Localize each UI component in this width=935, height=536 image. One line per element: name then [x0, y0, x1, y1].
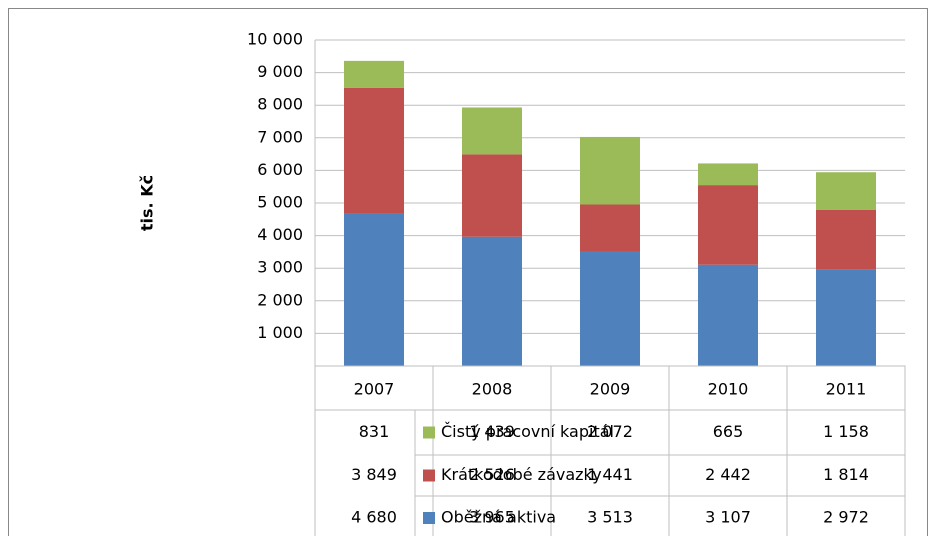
- y-tick-label: 9 000: [257, 62, 303, 81]
- legend-swatch: [423, 469, 435, 482]
- bar-segment: [462, 236, 522, 366]
- y-tick-label: 5 000: [257, 193, 303, 212]
- x-tick-label: 2008: [472, 380, 513, 399]
- table-value: 1 441: [587, 465, 633, 484]
- y-tick-label: 2 000: [257, 290, 303, 309]
- bar-segment: [816, 209, 876, 270]
- bar-segment: [462, 154, 522, 237]
- bar-segment: [698, 264, 758, 366]
- table-value: 2 526: [469, 465, 515, 484]
- table-value: 1 814: [823, 465, 869, 484]
- table-value: 3 849: [351, 465, 397, 484]
- x-tick-label: 2009: [590, 380, 631, 399]
- legend-swatch: [423, 426, 435, 439]
- y-axis-label: tis. Kč: [138, 175, 157, 231]
- table-value: 3 513: [587, 508, 633, 527]
- table-value: 2 072: [587, 422, 633, 441]
- y-tick-label: 8 000: [257, 95, 303, 114]
- legend-label: Oběžná aktiva: [441, 508, 556, 527]
- bar-segment: [816, 172, 876, 210]
- table-value: 2 442: [705, 465, 751, 484]
- table-value: 4 680: [351, 508, 397, 527]
- y-tick-label: 10 000: [247, 30, 303, 49]
- bar-segment: [816, 269, 876, 366]
- bar-segment: [580, 251, 640, 366]
- x-tick-label: 2007: [354, 380, 395, 399]
- y-tick-label: 1 000: [257, 323, 303, 342]
- bar-segment: [462, 107, 522, 155]
- table-value: 1 439: [469, 422, 515, 441]
- x-tick-label: 2010: [708, 380, 749, 399]
- y-tick-label: 4 000: [257, 225, 303, 244]
- bar-segment: [344, 213, 404, 366]
- table-value: 1 158: [823, 422, 869, 441]
- bar-segment: [344, 87, 404, 214]
- legend-label: Krátkodobé závazky: [441, 465, 602, 484]
- legend-label: Čistý pracovní kapitál: [441, 422, 614, 441]
- bar-segment: [580, 204, 640, 252]
- table-value: 665: [713, 422, 744, 441]
- y-tick-label: 3 000: [257, 258, 303, 277]
- y-tick-label: 7 000: [257, 127, 303, 146]
- table-value: 3 107: [705, 508, 751, 527]
- chart-border: [8, 8, 928, 536]
- table-value: 3 965: [469, 508, 515, 527]
- table-value: 831: [359, 422, 390, 441]
- bar-segment: [698, 163, 758, 186]
- table-value: 2 972: [823, 508, 869, 527]
- bar-segment: [344, 60, 404, 88]
- legend-swatch: [423, 512, 435, 524]
- bar-segment: [580, 136, 640, 205]
- bar-segment: [698, 185, 758, 265]
- x-tick-label: 2011: [826, 380, 867, 399]
- y-tick-label: 6 000: [257, 160, 303, 179]
